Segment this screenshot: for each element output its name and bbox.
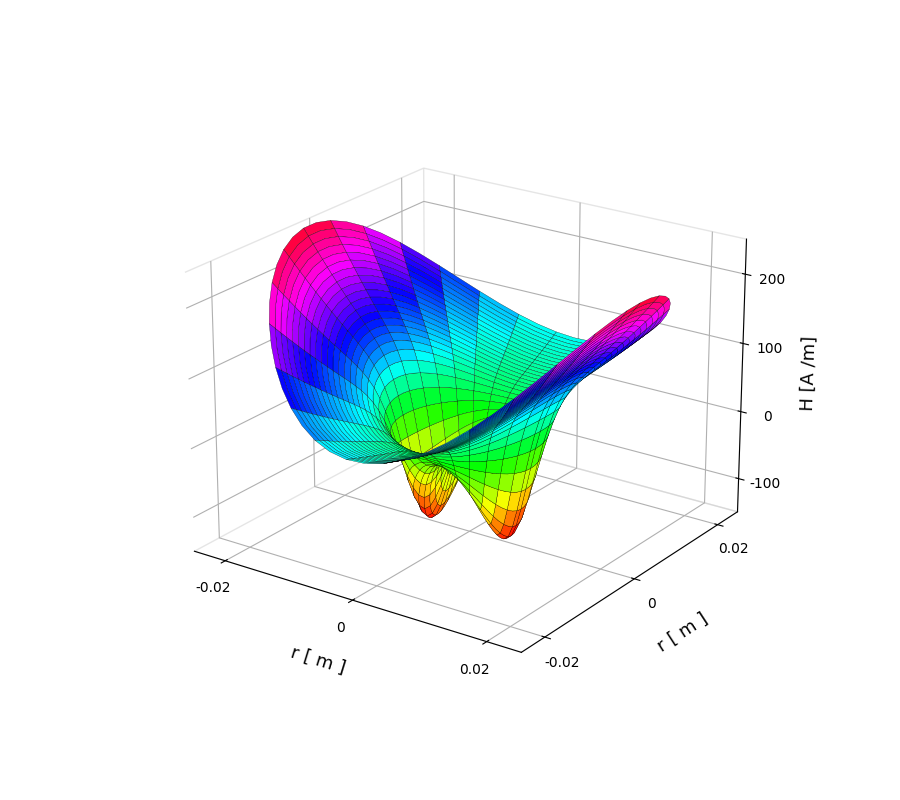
Y-axis label: r [ m ]: r [ m ] [654, 610, 711, 655]
X-axis label: r [ m ]: r [ m ] [288, 644, 347, 678]
